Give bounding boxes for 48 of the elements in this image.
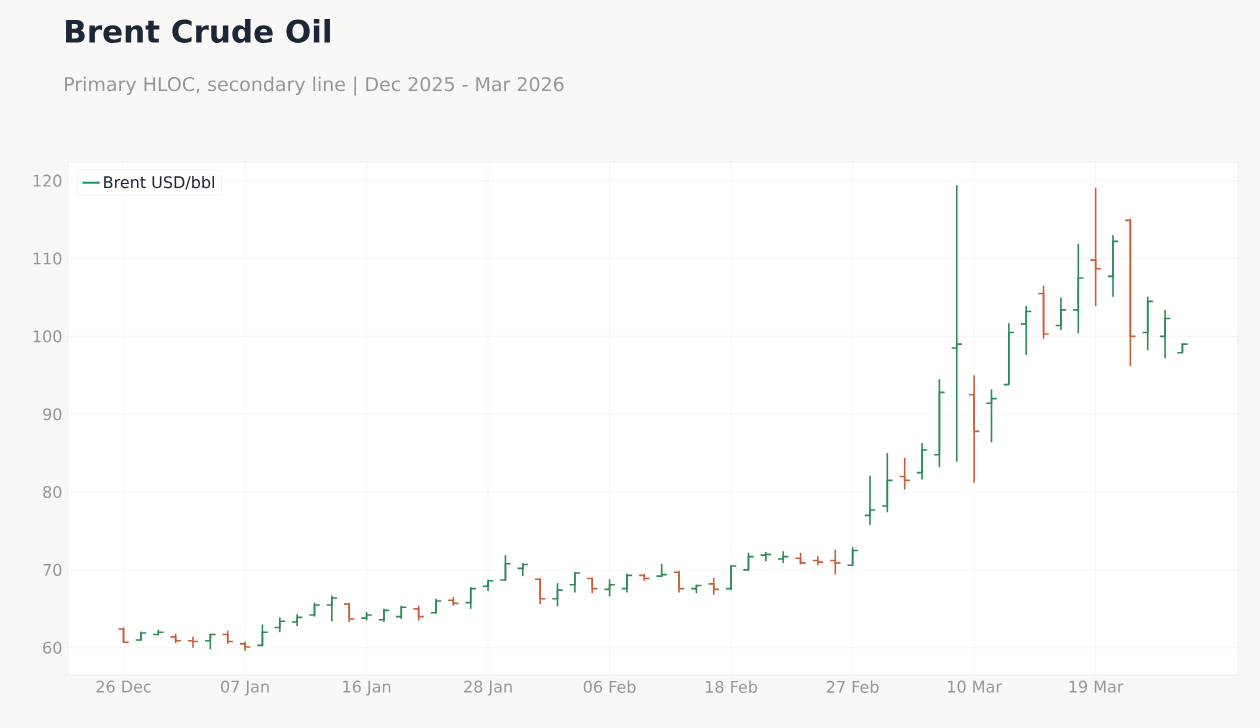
y-tick-label: 60 [43, 641, 62, 654]
candlestick [499, 554, 512, 582]
candlestick [1037, 284, 1050, 340]
candlestick [325, 594, 338, 623]
candlestick [343, 601, 356, 623]
candlestick [256, 623, 269, 647]
y-tick-label: 100 [33, 330, 62, 343]
candlestick [1002, 322, 1015, 386]
candlestick [534, 577, 547, 605]
candlestick [673, 569, 686, 594]
y-tick-label: 110 [33, 252, 62, 265]
candlestick [846, 546, 859, 567]
candlestick [933, 378, 946, 468]
x-tick-label: 06 Feb [583, 680, 636, 693]
y-tick-label: 70 [43, 563, 62, 576]
candlestick [551, 582, 564, 608]
candlestick [1124, 218, 1137, 367]
candlestick [1089, 186, 1102, 307]
candlestick [620, 573, 633, 594]
chart-title: Brent Crude Oil [66, 18, 330, 43]
candlestick [464, 586, 477, 610]
candlestick [725, 564, 738, 591]
candlestick [1159, 309, 1172, 359]
x-tick-label: 27 Feb [826, 680, 879, 693]
y-tick-label: 90 [43, 408, 62, 421]
candlestick [829, 548, 842, 576]
y-tick-label: 120 [33, 174, 62, 187]
candlestick [863, 474, 876, 526]
candlestick [1141, 295, 1154, 352]
x-tick-label: 07 Jan [221, 680, 269, 696]
candlestick [568, 571, 581, 594]
candlestick [916, 442, 929, 481]
candlestick [950, 184, 963, 463]
x-tick-label: 18 Feb [705, 680, 758, 693]
x-tick-label: 16 Jan [343, 680, 391, 696]
x-tick-label: 10 Mar [948, 680, 1002, 693]
x-tick-label: 26 Dec [96, 680, 151, 693]
candlestick [1072, 242, 1085, 335]
candlestick [968, 374, 981, 484]
candlestick [881, 452, 894, 514]
x-tick-label: 19 Mar [1069, 680, 1124, 693]
x-tick-label: 28 Jan [464, 680, 512, 696]
candlestick [1054, 296, 1067, 331]
candlestick [1106, 234, 1119, 298]
candlestick [1020, 305, 1033, 356]
y-tick-label: 80 [43, 486, 62, 499]
chart-subtitle: Primary HLOC, secondary line | Dec 2025 - Mar 2026 [65, 76, 564, 96]
text: Brent USD/bbl [104, 175, 215, 190]
